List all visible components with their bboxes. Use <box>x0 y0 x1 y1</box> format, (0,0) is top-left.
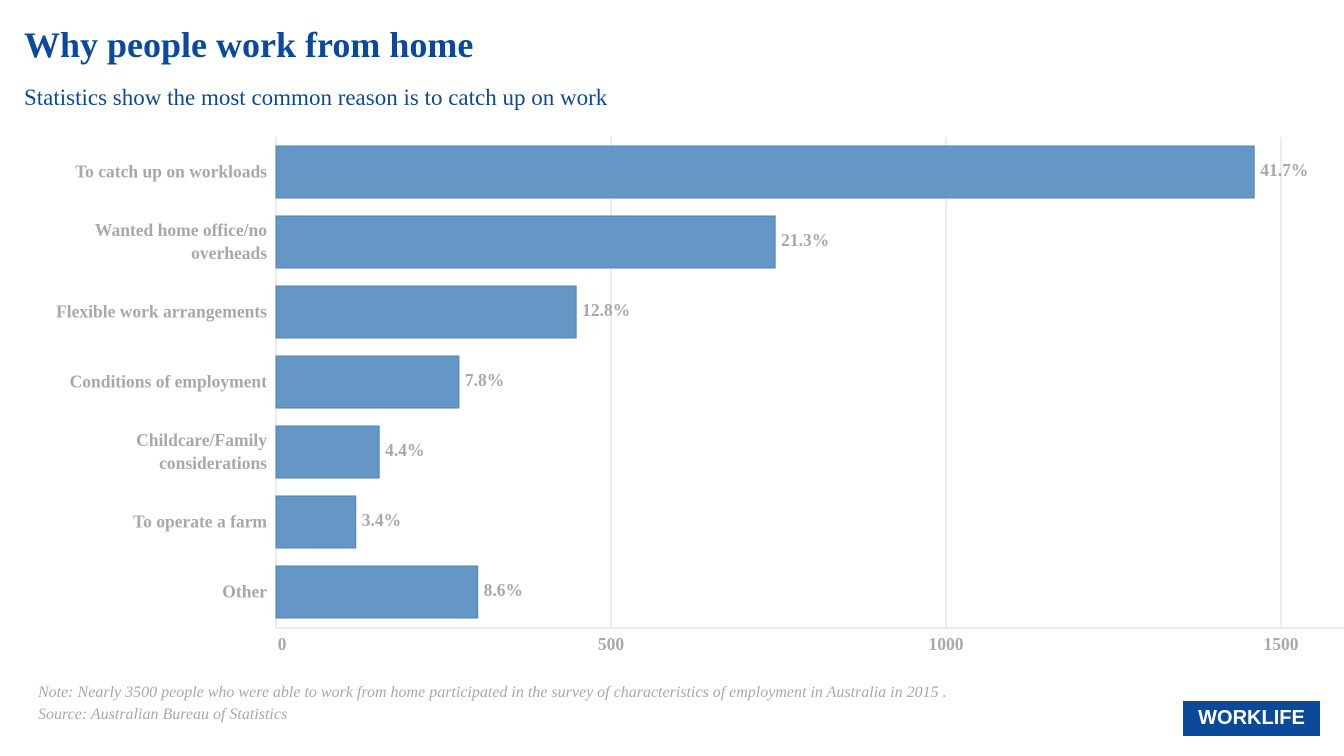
value-label: 8.6% <box>484 580 523 600</box>
bar <box>275 355 460 409</box>
logo: WORKLIFE <box>1183 701 1320 736</box>
chart-title: Why people work from home <box>24 25 474 65</box>
value-label: 21.3% <box>781 230 829 250</box>
value-label: 12.8% <box>582 300 630 320</box>
bar <box>275 425 380 479</box>
bar <box>275 145 1255 199</box>
bar <box>275 285 577 339</box>
source: Source: Australian Bureau of Statistics <box>38 706 288 723</box>
y-tick-label: Flexible work arrangements <box>56 301 267 322</box>
x-tick-label: 1000 <box>929 634 964 654</box>
y-tick-label: Conditions of employment <box>69 371 267 392</box>
y-tick-label: To operate a farm <box>133 511 267 532</box>
value-label: 4.4% <box>385 440 424 460</box>
bar <box>275 495 357 549</box>
chart-subtitle: Statistics show the most common reason i… <box>24 85 608 110</box>
y-tick-label: To catch up on workloads <box>75 161 267 182</box>
y-tick-label: Other <box>222 581 267 602</box>
bar <box>275 565 479 619</box>
note: Note: Nearly 3500 people who were able t… <box>38 684 947 701</box>
value-label: 3.4% <box>362 510 401 530</box>
value-label: 41.7% <box>1260 160 1308 180</box>
y-tick-label: Wanted home office/no overheads <box>94 220 267 263</box>
x-tick-label: 500 <box>598 634 625 654</box>
bar <box>275 215 776 269</box>
x-tick-label: 1500 <box>1264 634 1299 654</box>
x-tick-label: 0 <box>278 634 287 654</box>
y-tick-label: Childcare/Family considerations <box>136 430 267 473</box>
value-label: 7.8% <box>465 370 504 390</box>
